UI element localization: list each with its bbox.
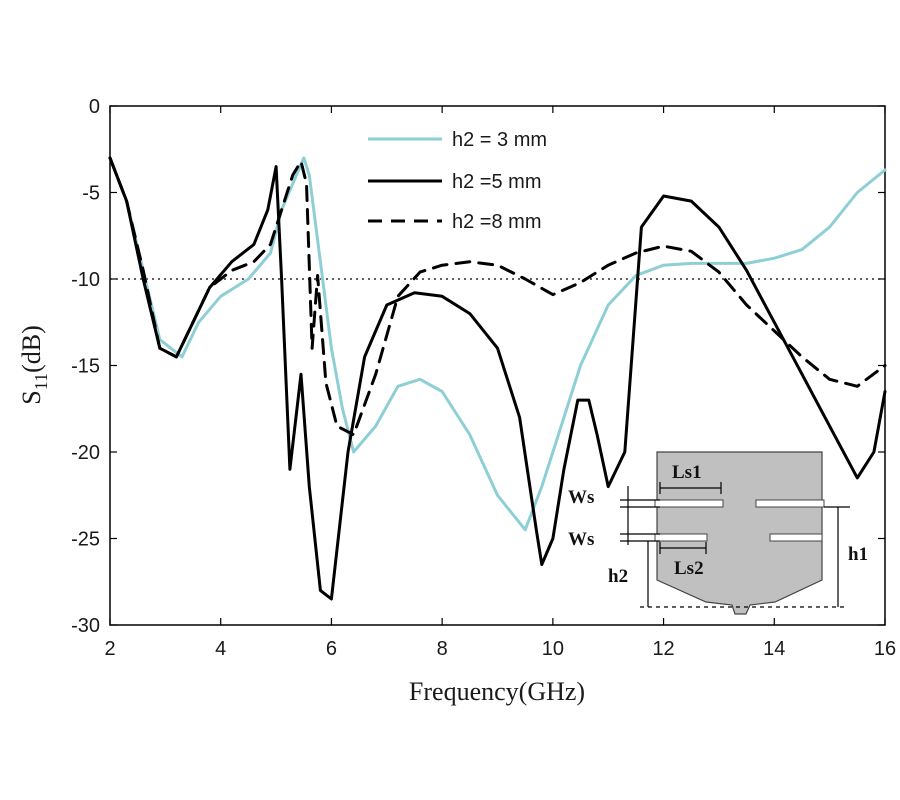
y-tick-label: 0 <box>89 96 100 118</box>
y-axis-label-main: S <box>17 390 46 404</box>
x-tick-label: 2 <box>104 638 115 660</box>
slot-right-lower <box>769 533 823 542</box>
x-tick-label: 16 <box>874 638 896 660</box>
series-group <box>108 156 887 601</box>
slot-right-upper <box>755 499 825 508</box>
inset-label-ls2: Ls2 <box>674 558 704 579</box>
x-tick-label: 6 <box>326 638 337 660</box>
inset-label-h2: h2 <box>608 566 628 587</box>
inset-label-ws-upper: Ws <box>568 487 594 508</box>
inset-label-h1: h1 <box>848 544 868 565</box>
y-axis-label-subscript: 11 <box>31 373 51 390</box>
series-line-h2-3mm <box>108 156 887 532</box>
y-tick-label: -25 <box>71 529 100 551</box>
legend: h2 = 3 mm h2 =5 mm h2 =8 mm <box>368 129 547 233</box>
slot-left-upper <box>654 499 724 508</box>
y-tick-label: -20 <box>71 442 100 464</box>
legend-label-h2-8mm: h2 =8 mm <box>452 211 541 233</box>
inset-label-ls1: Ls1 <box>672 462 702 483</box>
legend-label-h2-3mm: h2 = 3 mm <box>452 129 547 151</box>
svg-text:S11(dB): S11(dB) <box>17 325 51 404</box>
x-tick-label: 14 <box>763 638 785 660</box>
x-tick-label: 4 <box>215 638 226 660</box>
x-tick-label: 10 <box>542 638 564 660</box>
y-tick-label: -5 <box>82 183 100 205</box>
x-axis-label: Frequency(GHz) <box>409 677 585 706</box>
antenna-inset-diagram: Ws Ws Ls1 Ls2 h1 h2 <box>568 451 868 615</box>
y-axis-label-unit: (dB) <box>17 325 46 373</box>
y-tick-label: -15 <box>71 356 100 378</box>
series-line-h2-8mm <box>108 156 887 437</box>
legend-label-h2-5mm: h2 =5 mm <box>452 171 541 193</box>
series-line-h2-5mm <box>108 156 887 601</box>
x-tick-label: 8 <box>437 638 448 660</box>
axis-ticks: 2 4 6 8 10 12 14 16 0 -5 -10 -15 -20 -25 -30 <box>71 96 896 660</box>
inset-label-ws-lower: Ws <box>568 529 594 550</box>
slot-left-lower <box>654 533 708 542</box>
y-tick-label: -10 <box>71 269 100 291</box>
x-tick-label: 12 <box>652 638 674 660</box>
y-tick-label: -30 <box>71 615 100 637</box>
y-axis-label: S11(dB) <box>17 325 51 404</box>
